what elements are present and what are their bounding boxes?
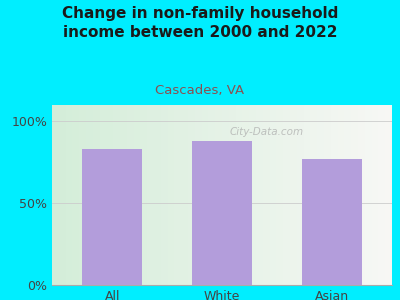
Bar <box>215 105 222 285</box>
Text: Cascades, VA: Cascades, VA <box>156 84 244 97</box>
Text: Change in non-family household
income between 2000 and 2022: Change in non-family household income be… <box>62 6 338 40</box>
Bar <box>195 105 202 285</box>
Bar <box>302 159 362 285</box>
Bar <box>229 105 236 285</box>
Bar <box>344 105 351 285</box>
Bar <box>72 105 79 285</box>
Bar <box>249 105 256 285</box>
Bar <box>270 105 276 285</box>
Bar <box>127 105 134 285</box>
Bar <box>100 105 106 285</box>
Bar <box>66 105 72 285</box>
Bar <box>79 105 86 285</box>
Bar <box>351 105 358 285</box>
Bar <box>86 105 93 285</box>
Bar <box>140 105 147 285</box>
Bar <box>59 105 66 285</box>
Bar <box>161 105 168 285</box>
Bar <box>208 105 215 285</box>
Text: City-Data.com: City-Data.com <box>229 127 303 137</box>
Bar <box>331 105 338 285</box>
Bar <box>120 105 127 285</box>
Bar <box>358 105 365 285</box>
Bar <box>222 105 229 285</box>
Bar <box>174 105 181 285</box>
Bar <box>297 105 304 285</box>
Bar <box>263 105 270 285</box>
Bar <box>256 105 263 285</box>
Bar <box>317 105 324 285</box>
Bar <box>290 105 297 285</box>
Bar <box>236 105 242 285</box>
Bar <box>310 105 317 285</box>
Bar <box>324 105 331 285</box>
Bar <box>154 105 161 285</box>
Bar <box>378 105 385 285</box>
Bar <box>188 105 195 285</box>
Bar <box>338 105 344 285</box>
Bar <box>202 105 208 285</box>
Bar <box>52 105 59 285</box>
Bar <box>93 105 100 285</box>
Bar <box>192 141 252 285</box>
Bar <box>168 105 174 285</box>
Bar <box>147 105 154 285</box>
Bar <box>283 105 290 285</box>
Bar <box>113 105 120 285</box>
Bar <box>134 105 140 285</box>
Bar <box>385 105 392 285</box>
Bar <box>181 105 188 285</box>
Bar <box>82 149 142 285</box>
Bar <box>242 105 249 285</box>
Bar <box>276 105 283 285</box>
Bar <box>365 105 372 285</box>
Bar <box>106 105 113 285</box>
Bar <box>372 105 378 285</box>
Bar <box>304 105 310 285</box>
